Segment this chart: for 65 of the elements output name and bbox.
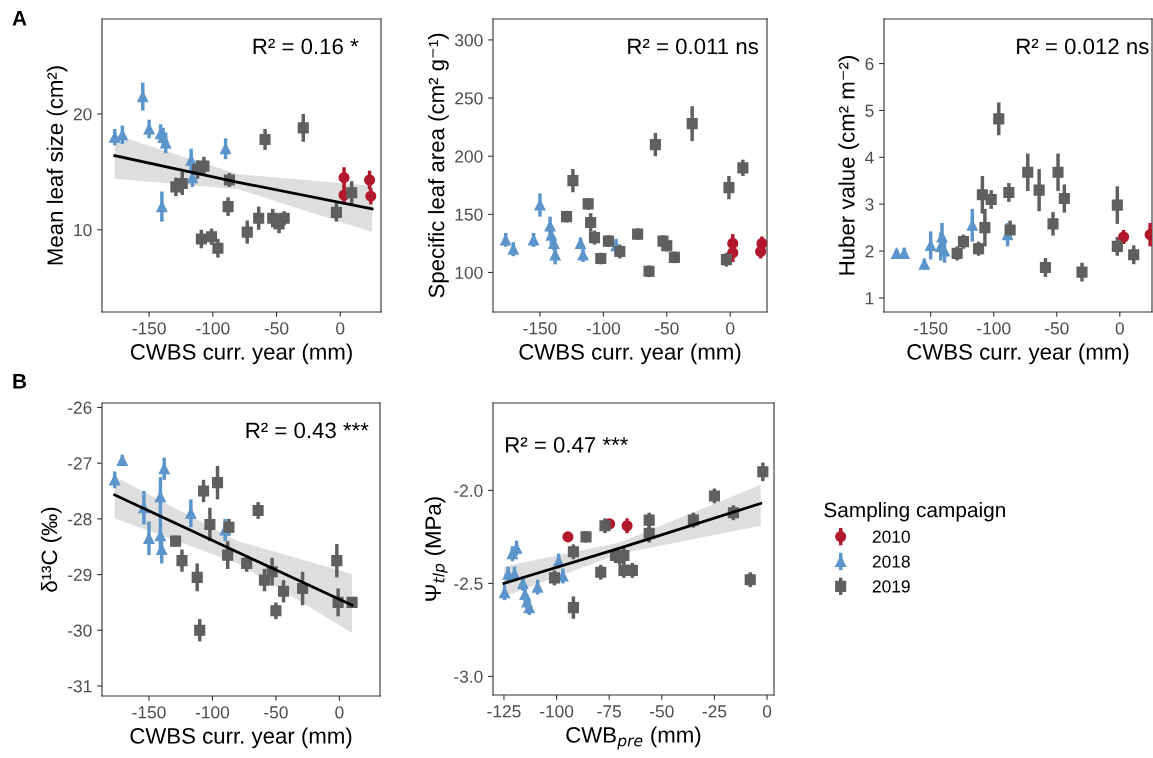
y-tick-label: 5 — [865, 104, 874, 117]
annotation: R² = 0.012 ns — [1017, 38, 1149, 55]
y-axis-title: Ψ$_{tlp}$ (MPa) — [424, 497, 448, 601]
y-axis-title: Specific leaf area (cm² g⁻¹) — [428, 33, 449, 298]
y-tick-label: -29 — [67, 568, 92, 582]
x-tick-label: -25 — [702, 705, 727, 718]
y-tick-label: 300 — [454, 34, 483, 47]
y-tick-label: -2.5 — [454, 577, 483, 590]
x-tick-label: -75 — [597, 705, 622, 718]
y-axis-title: δ¹³C (‰) — [40, 507, 62, 592]
x-axis-title: CWBS curr. year (mm) — [519, 343, 741, 365]
x-tick-label: 0 — [726, 322, 735, 335]
x-tick-label: -50 — [1045, 322, 1069, 335]
y-tick-label: 150 — [455, 208, 483, 221]
x-tick-label: -100 — [196, 322, 230, 335]
x-tick-label: -150 — [523, 322, 557, 335]
annotation: R² = 0.43 *** — [246, 422, 369, 439]
text: A — [12, 11, 27, 26]
x-tick-label: -50 — [655, 322, 679, 335]
y-tick-label: -30 — [67, 624, 92, 637]
x-tick-label: 0 — [1115, 322, 1124, 335]
x-axis-title: CWBS curr. year (mm) — [130, 727, 352, 749]
x-tick-label: 0 — [336, 322, 345, 335]
legend-label: 2010 — [872, 530, 910, 543]
y-tick-label: -28 — [67, 513, 92, 526]
text: B — [13, 374, 27, 389]
x-tick-label: -150 — [132, 706, 166, 719]
y-tick-label: -3.0 — [454, 670, 483, 683]
y-tick-label: 250 — [455, 92, 483, 105]
annotation: R² = 0.011 ns — [628, 38, 758, 55]
y-tick-label: 10 — [74, 223, 92, 237]
y-tick-label: 3 — [865, 198, 874, 211]
y-tick-label: 1 — [865, 292, 874, 305]
annotation: R² = 0.47 *** — [506, 437, 629, 453]
x-tick-label: 0 — [335, 706, 344, 719]
x-tick-label: -150 — [132, 322, 166, 335]
x-tick-label: -100 — [586, 322, 621, 335]
y-tick-label: -31 — [67, 680, 92, 693]
x-tick-label: -125 — [487, 705, 521, 718]
y-tick-label: 200 — [455, 150, 483, 163]
y-tick-label: -27 — [67, 457, 92, 470]
y-tick-label: 6 — [865, 57, 874, 70]
y-tick-label: 2 — [865, 245, 874, 258]
y-axis-title: Mean leaf size (cm²) — [46, 66, 68, 265]
legend-label: 2018 — [872, 555, 910, 568]
x-tick-label: 0 — [762, 705, 772, 718]
y-tick-label: -2.0 — [454, 484, 483, 497]
x-tick-label: -150 — [914, 322, 948, 335]
legend-label: 2019 — [872, 580, 910, 593]
x-axis-title: CWBS curr. year (mm) — [130, 343, 352, 365]
legend-title: Sampling campaign — [824, 501, 1005, 522]
x-tick-label: -100 — [539, 705, 574, 718]
y-tick-label: 20 — [73, 108, 92, 121]
x-tick-label: -50 — [264, 706, 288, 719]
x-axis-title: CWB$_{pre}$ (mm) — [566, 726, 701, 750]
y-tick-label: 4 — [865, 151, 874, 164]
y-axis-title: Huber value (cm² m⁻²) — [838, 56, 860, 275]
x-tick-label: -50 — [264, 322, 289, 335]
annotation: R² = 0.16 * — [253, 38, 359, 55]
y-tick-label: 100 — [455, 266, 483, 279]
x-tick-label: -100 — [977, 322, 1011, 335]
x-tick-label: -50 — [650, 705, 674, 718]
x-tick-label: -100 — [195, 706, 230, 719]
x-axis-title: CWBS curr. year (mm) — [907, 343, 1129, 365]
y-tick-label: -26 — [67, 401, 92, 414]
